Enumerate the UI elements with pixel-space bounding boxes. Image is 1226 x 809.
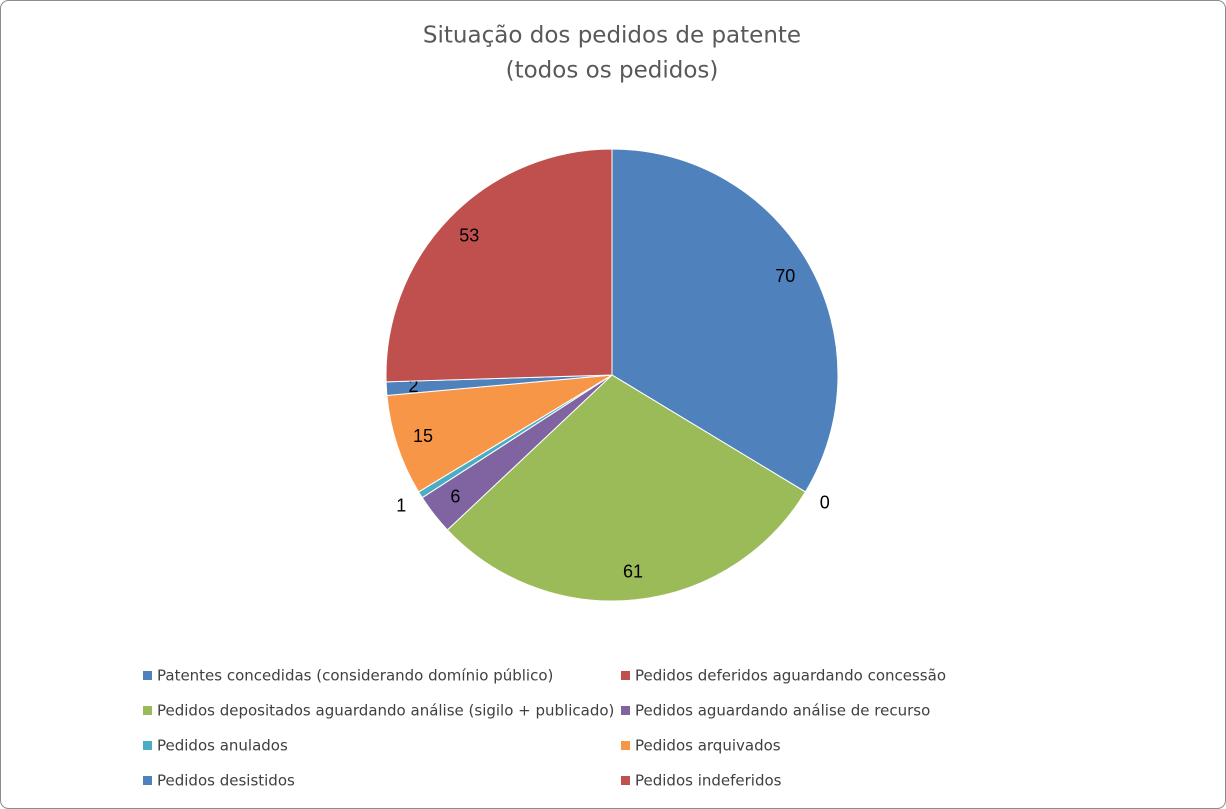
chart-subtitle: (todos os pedidos) <box>506 58 719 84</box>
pie-slice <box>386 374 613 493</box>
legend-label: Pedidos arquivados <box>635 737 781 755</box>
legend-label: Pedidos desistidos <box>157 772 295 790</box>
chart-title: Situação dos pedidos de patente <box>423 23 801 49</box>
data-label: 53 <box>459 225 479 245</box>
data-label: 70 <box>775 266 795 286</box>
legend-label: Pedidos indeferidos <box>635 772 782 790</box>
pie-slice <box>385 148 613 383</box>
legend-label: Pedidos anulados <box>157 737 288 755</box>
legend-swatch <box>143 776 152 785</box>
legend-swatch <box>143 671 152 680</box>
legend-swatch <box>621 706 630 715</box>
legend-swatch <box>621 671 630 680</box>
legend-label: Pedidos aguardando análise de recurso <box>635 702 930 720</box>
legend-label: Pedidos depositados aguardando análise (… <box>157 702 614 720</box>
legend-swatch <box>621 741 630 750</box>
legend-swatch <box>143 741 152 750</box>
data-label: 61 <box>623 562 643 582</box>
pie-slice <box>446 374 807 602</box>
legend-swatch <box>621 776 630 785</box>
data-label: 2 <box>408 376 418 396</box>
data-label: 15 <box>413 426 433 446</box>
data-label: 1 <box>396 496 406 516</box>
data-label: 6 <box>450 486 460 506</box>
data-label: 0 <box>820 492 830 512</box>
legend-label: Pedidos deferidos aguardando concessão <box>635 667 946 685</box>
legend-swatch <box>143 706 152 715</box>
pie-slice <box>611 148 839 493</box>
legend-label: Patentes concedidas (considerando domíni… <box>157 667 553 685</box>
